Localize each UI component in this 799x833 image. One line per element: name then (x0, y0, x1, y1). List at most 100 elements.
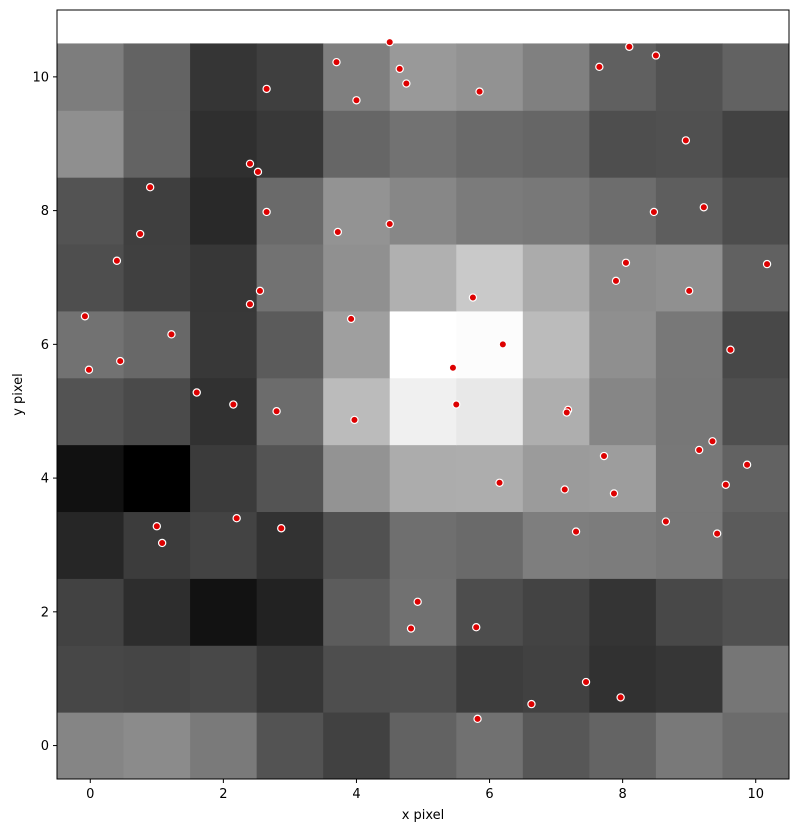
heatmap-cell-8-6 (589, 310, 657, 379)
scatter-point-46 (742, 460, 752, 469)
heatmap-cell-4-8 (323, 177, 391, 245)
scatter-point-42 (562, 408, 571, 417)
heatmap-cell-3-10 (256, 43, 324, 111)
heatmap-cell-3-5 (256, 377, 324, 446)
heatmap-cell-1-6 (123, 310, 191, 379)
heatmap-cell-3-6 (256, 310, 324, 379)
heatmap-cell-2-0 (190, 712, 258, 780)
heatmap-cell-9-8 (655, 177, 723, 245)
heatmap-cell-5-7 (389, 244, 457, 312)
scatter-point-12 (253, 167, 263, 177)
heatmap-cell-0-0 (57, 712, 125, 780)
heatmap-cell-4-2 (323, 578, 391, 646)
scatter-point-15 (135, 229, 145, 239)
heatmap-cell-3-7 (256, 244, 324, 312)
scatter-point-7 (595, 62, 604, 72)
scatter-point-35 (726, 345, 735, 354)
scatter-point-26 (684, 286, 694, 296)
x-axis-label: x pixel (402, 808, 445, 823)
scatter-point-8 (625, 42, 634, 51)
y-tick-label-6: 6 (41, 338, 49, 353)
y-tick-label-8: 8 (41, 204, 49, 219)
scatter-point-52 (152, 522, 162, 531)
heatmap-cell-1-10 (123, 43, 191, 111)
scatter-point-4 (262, 84, 271, 94)
heatmap-cell-9-9 (655, 110, 723, 178)
heatmap-cell-0-8 (57, 177, 125, 245)
y-axis-ticks: 0 2 4 6 8 10 (32, 70, 57, 754)
y-tick-label-10: 10 (32, 70, 49, 85)
heatmap-cell-9-6 (655, 310, 723, 379)
heatmap-cell-3-4 (256, 444, 324, 513)
heatmap-cell-7-2 (522, 578, 590, 646)
scatter-point-19 (699, 203, 709, 212)
heatmap-cell-2-4 (190, 444, 258, 513)
heatmap-cell-0-1 (57, 645, 125, 713)
heatmap-cell-6-10 (456, 43, 524, 111)
heatmap-cell-1-4 (123, 444, 191, 513)
heatmap-cell-5-4 (389, 444, 457, 513)
scatter-point-3 (402, 79, 411, 88)
scatter-point-0 (385, 37, 394, 47)
heatmap-cell-8-7 (589, 244, 657, 312)
heatmap-cell-6-7 (456, 244, 524, 312)
scatter-point-50 (721, 480, 730, 489)
heatmap-cell-4-3 (323, 511, 391, 579)
scatter-point-27 (762, 259, 772, 269)
heatmap-cell-8-1 (589, 645, 657, 713)
scatter-point-33 (84, 365, 94, 374)
scatter-point-36 (192, 388, 201, 397)
scatter-point-61 (581, 677, 591, 687)
scatter-point-11 (245, 159, 255, 168)
heatmap-cell-8-8 (589, 177, 657, 245)
scatter-point-51 (232, 514, 241, 523)
heatmap-cell-7-3 (522, 511, 590, 579)
heatmap-cell-10-7 (722, 244, 790, 312)
heatmap-cell-1-0 (123, 712, 191, 780)
scatter-point-22 (245, 300, 255, 309)
scatter-point-59 (406, 624, 416, 633)
heatmap-cell-9-4 (655, 444, 723, 513)
scatter-point-17 (385, 219, 394, 229)
heatmap-cell-1-8 (123, 177, 191, 245)
scatter-point-18 (649, 207, 659, 217)
heatmap-cell-7-7 (522, 244, 590, 312)
heatmap-cell-9-10 (655, 43, 723, 111)
heatmap-cell-0-2 (57, 578, 125, 646)
heatmap-cell-10-3 (722, 511, 790, 579)
x-axis-ticks: 0 2 4 6 8 10 (86, 779, 764, 802)
heatmap-cell-10-1 (722, 645, 790, 713)
heatmap-cell-4-7 (323, 244, 391, 312)
heatmap-cell-10-5 (722, 377, 790, 446)
y-axis-label: y pixel (11, 373, 26, 416)
scatter-point-54 (277, 524, 286, 533)
scatter-point-55 (571, 527, 581, 536)
x-tick-label-10: 10 (747, 787, 764, 802)
heatmap-cell-0-3 (57, 511, 125, 579)
heatmap-cell-10-10 (722, 43, 790, 111)
y-tick-label-2: 2 (41, 605, 49, 620)
scatter-point-37 (229, 400, 238, 409)
heatmap-cell-8-9 (589, 110, 657, 178)
heatmap-cell-6-5 (456, 377, 524, 446)
heatmap-cell-2-6 (190, 310, 258, 379)
heatmap-cell-2-8 (190, 177, 258, 245)
heatmap-cell-10-9 (722, 110, 790, 178)
scatter-point-25 (621, 258, 631, 267)
heatmap-cell-3-9 (256, 110, 324, 178)
heatmap-cell-6-9 (456, 110, 524, 178)
heatmap-cell-1-3 (123, 511, 191, 579)
heatmap-cell-4-4 (323, 444, 391, 513)
scatter-point-57 (712, 529, 722, 538)
heatmap-cell-6-6 (456, 310, 524, 379)
heatmap-cell-1-1 (123, 645, 191, 713)
scatter-point-1 (332, 57, 341, 67)
heatmap-cell-6-0 (456, 712, 524, 780)
heatmap-cell-2-10 (190, 43, 258, 111)
heatmap-cell-8-10 (589, 43, 657, 111)
heatmap-cell-7-8 (522, 177, 590, 245)
heatmap-cell-10-2 (722, 578, 790, 646)
heatmap-cell-4-9 (323, 110, 391, 178)
heatmap-cell-2-1 (190, 645, 258, 713)
